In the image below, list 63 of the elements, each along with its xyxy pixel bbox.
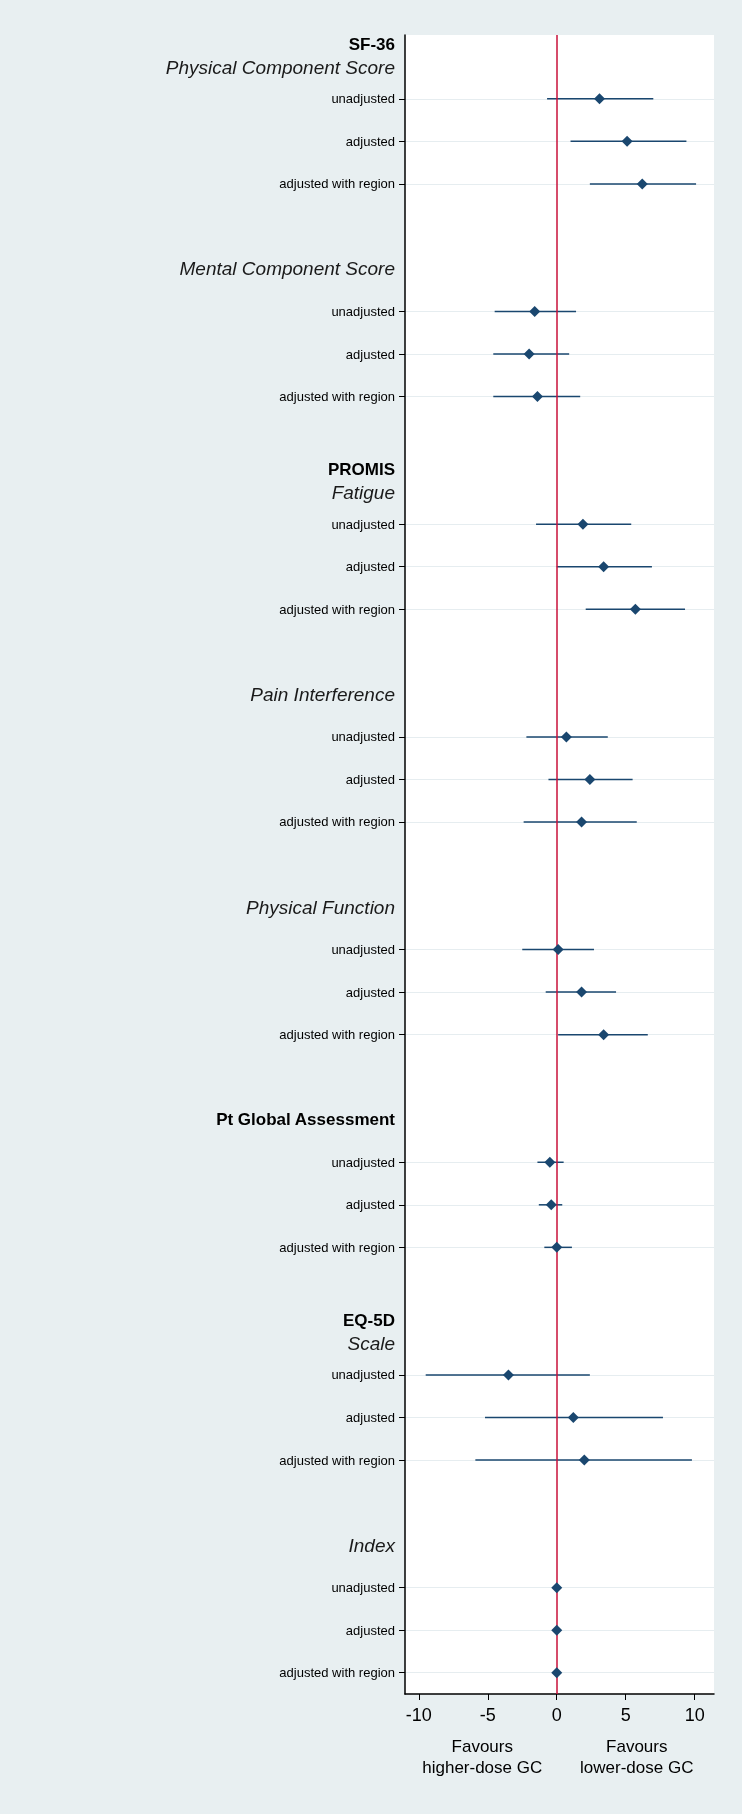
point bbox=[594, 93, 605, 105]
text: Favours higher-dose GC bbox=[422, 1737, 543, 1777]
x-tick-label: 0 bbox=[551, 1705, 562, 1725]
point bbox=[545, 1199, 557, 1211]
y-tick-label: adjusted with region bbox=[279, 176, 395, 192]
point bbox=[551, 1582, 563, 1594]
y-tick-label: adjusted with region bbox=[279, 1027, 395, 1043]
y-tick-label: unadjusted bbox=[331, 1580, 395, 1596]
point bbox=[576, 816, 588, 828]
y-tick-label: adjusted with region bbox=[279, 1239, 395, 1255]
text: Favours lower-dose GC bbox=[580, 1737, 694, 1777]
y-tick-label: PROMIS Fatigue bbox=[327, 460, 395, 504]
y-tick-label: adjusted bbox=[345, 133, 395, 149]
y-tick-label: unadjusted bbox=[331, 516, 395, 532]
y-tick-label: unadjusted bbox=[331, 729, 395, 745]
y-tick-label: Pain Interference bbox=[250, 683, 395, 705]
point bbox=[621, 135, 633, 147]
point bbox=[560, 731, 572, 743]
x-tick-label: 10 bbox=[684, 1705, 705, 1725]
y-tick-label: unadjusted bbox=[331, 1154, 395, 1170]
point bbox=[578, 1454, 590, 1466]
y-tick-label: Mental Component Score bbox=[179, 258, 395, 280]
y-tick-label: adjusted with region bbox=[279, 814, 395, 830]
point bbox=[523, 348, 535, 360]
y-tick-label: unadjusted bbox=[331, 91, 395, 107]
point bbox=[551, 1624, 563, 1636]
point bbox=[551, 1241, 563, 1253]
point bbox=[584, 773, 596, 785]
point bbox=[544, 1156, 556, 1168]
y-tick-label: adjusted bbox=[345, 1622, 395, 1638]
y-tick-label: EQ-5D Scale bbox=[343, 1310, 395, 1354]
point bbox=[576, 986, 588, 998]
point bbox=[529, 306, 541, 317]
y-tick-label: adjusted bbox=[345, 346, 395, 362]
y-tick-label: adjusted bbox=[345, 559, 395, 575]
y-tick-label: Index bbox=[348, 1534, 397, 1556]
point bbox=[531, 391, 543, 403]
y-tick-label: adjusted bbox=[345, 1410, 395, 1425]
point bbox=[551, 1667, 563, 1679]
point bbox=[567, 1412, 579, 1423]
x-tick-label: -10 bbox=[405, 1705, 432, 1725]
x-tick-label: -5 bbox=[479, 1705, 496, 1725]
y-tick-label: adjusted bbox=[345, 771, 395, 787]
y-tick-label: adjusted with region bbox=[279, 1452, 395, 1468]
x-tick-label: 5 bbox=[620, 1705, 631, 1725]
y-tick-label: adjusted bbox=[345, 1197, 395, 1213]
point bbox=[636, 178, 648, 190]
y-tick-label: adjusted with region bbox=[279, 389, 395, 405]
point bbox=[598, 1029, 610, 1041]
y-tick-label: Pt Global Assessment bbox=[216, 1110, 396, 1130]
point bbox=[598, 561, 610, 573]
point bbox=[552, 944, 564, 956]
y-tick-label: SF-36 Physical Component Score bbox=[165, 34, 395, 78]
y-tick-label: unadjusted bbox=[331, 304, 395, 319]
point bbox=[577, 518, 589, 530]
y-tick-label: unadjusted bbox=[331, 1367, 395, 1383]
y-tick-label: adjusted with region bbox=[279, 1665, 395, 1681]
point bbox=[502, 1369, 514, 1381]
y-tick-label: adjusted bbox=[345, 984, 395, 1000]
y-tick-label: Physical Function bbox=[246, 896, 395, 918]
point bbox=[629, 603, 641, 615]
y-tick-label: unadjusted bbox=[331, 942, 395, 958]
y-tick-label: adjusted with region bbox=[279, 601, 395, 617]
